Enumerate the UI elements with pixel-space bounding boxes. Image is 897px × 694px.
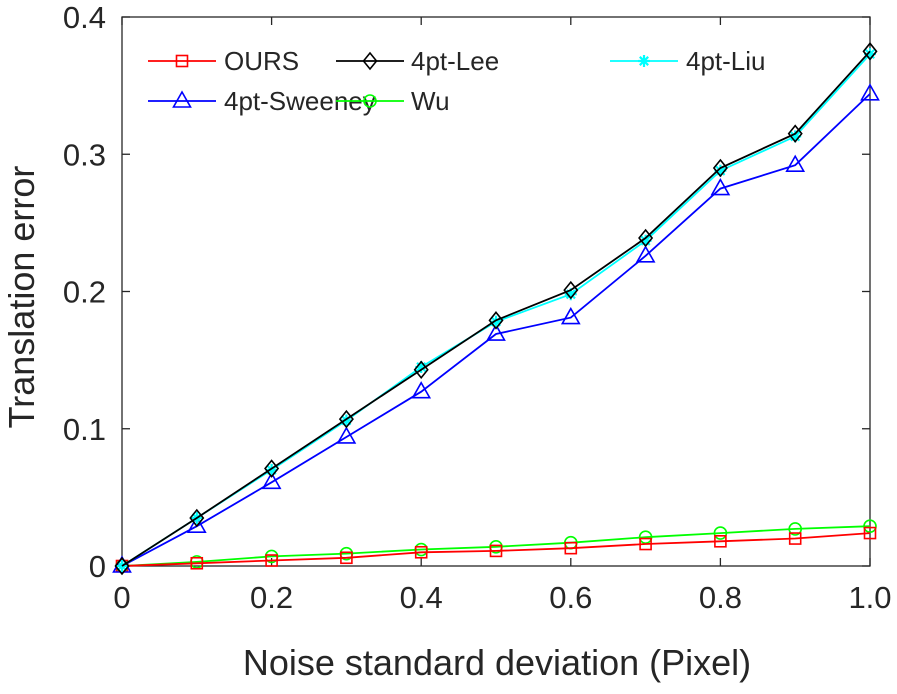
- data-point-4pt-sweeney: [785, 154, 806, 173]
- data-point-ours: [564, 541, 578, 555]
- data-point-4pt-lee: [338, 409, 354, 429]
- y-tick-label: 0.2: [63, 275, 106, 310]
- data-point-4pt-lee: [563, 280, 579, 300]
- series-4pt-liu: [116, 48, 876, 572]
- legend-label: Wu: [411, 86, 450, 116]
- y-tick-label: 0: [89, 549, 106, 584]
- series-line-4pt-sweeney: [121, 93, 871, 567]
- data-point-ours: [489, 544, 503, 558]
- data-point-4pt-lee: [413, 360, 429, 380]
- x-tick-label: 0.6: [549, 580, 592, 615]
- legend-marker: [362, 51, 378, 71]
- data-point-4pt-lee: [787, 124, 803, 143]
- data-point-ours: [639, 537, 652, 551]
- data-point-ours: [340, 551, 353, 565]
- data-point-4pt-sweeney: [186, 515, 207, 533]
- data-point-4pt-sweeney: [261, 471, 282, 490]
- series-line-4pt-liu: [121, 53, 871, 567]
- data-point-wu: [863, 519, 877, 533]
- legend-label: OURS: [224, 46, 299, 76]
- legend-item-ours: OURS: [148, 46, 299, 76]
- y-axis-label: Translation error: [1, 166, 42, 429]
- data-point-4pt-sweeney: [860, 83, 880, 101]
- series-4pt-lee: [114, 42, 878, 576]
- series-line-4pt-lee: [121, 50, 871, 567]
- data-point-wu: [713, 526, 728, 540]
- legend-label: 4pt-Lee: [411, 46, 499, 76]
- data-point-4pt-lee: [189, 508, 205, 528]
- data-point-4pt-sweeney: [635, 245, 656, 263]
- y-tick-label: 0.3: [63, 137, 106, 172]
- data-point-4pt-lee: [114, 556, 130, 576]
- y-tick-label: 0.1: [63, 412, 106, 447]
- legend-marker: [638, 55, 650, 67]
- x-tick-label: 0: [113, 580, 130, 615]
- legend-item-wu: Wu: [336, 86, 450, 116]
- data-point-ours: [788, 532, 802, 545]
- x-tick-label: 0.8: [699, 580, 742, 615]
- asterisk-stroke: [639, 56, 649, 66]
- data-point-4pt-sweeney: [710, 177, 731, 196]
- x-tick-label: 1.0: [848, 580, 891, 615]
- legend-item-4pt-lee: 4pt-Lee: [336, 46, 499, 76]
- x-axis-label: Noise standard deviation (Pixel): [243, 642, 751, 683]
- asterisk-stroke: [565, 289, 576, 300]
- data-point-4pt-sweeney: [336, 426, 357, 444]
- series-ours: [115, 526, 877, 573]
- legend-label: 4pt-Liu: [686, 46, 766, 76]
- series-layer: [112, 42, 880, 576]
- data-point-ours: [863, 526, 877, 540]
- data-point-4pt-lee: [264, 459, 280, 478]
- data-point-ours: [190, 556, 204, 570]
- data-point-4pt-sweeney: [560, 306, 581, 325]
- legend-marker: [175, 54, 189, 68]
- series-line-ours: [121, 532, 871, 567]
- data-point-4pt-lee: [862, 42, 878, 61]
- series-line-wu: [121, 525, 871, 567]
- data-point-4pt-lee: [638, 228, 654, 248]
- data-point-ours: [414, 545, 428, 559]
- data-point-4pt-lee: [488, 311, 504, 330]
- data-point-wu: [788, 522, 803, 536]
- data-point-ours: [714, 534, 727, 548]
- x-tick-label: 0.4: [400, 580, 443, 615]
- series-4pt-sweeney: [112, 83, 880, 573]
- legend-marker: [172, 90, 192, 108]
- legend-marker: [363, 94, 377, 108]
- x-tick-label: 0.2: [250, 580, 293, 615]
- data-point-4pt-sweeney: [411, 381, 432, 399]
- data-point-4pt-lee: [712, 158, 728, 178]
- data-point-ours: [265, 554, 278, 567]
- y-tick-label: 0.4: [63, 0, 106, 35]
- data-point-4pt-sweeney: [486, 323, 506, 341]
- axes: 0 0.2 0.4 0.6 0.8 1.0 0 0.1 0.2 0.3 0.4: [63, 0, 892, 615]
- legend-item-4pt-liu: 4pt-Liu: [610, 46, 766, 76]
